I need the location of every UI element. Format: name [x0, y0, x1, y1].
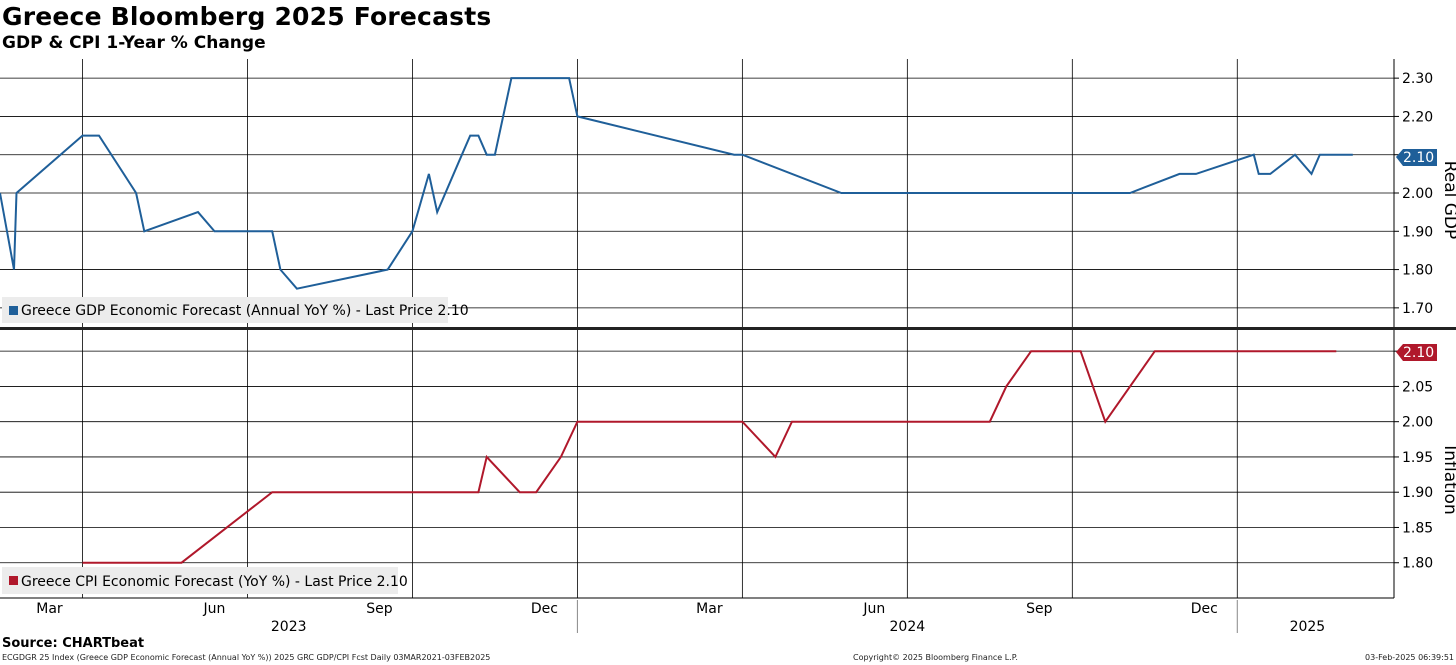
cpi-line: [82, 350, 1337, 564]
cpi-ytick-label: 1.90: [1402, 485, 1433, 501]
cpi-ytick-label: 1.85: [1402, 520, 1433, 536]
gdp-series: [0, 77, 1353, 290]
month-label: Mar: [36, 601, 63, 617]
cpi-series: [82, 350, 1337, 564]
cpi-ytick-label: 2.00: [1402, 415, 1433, 431]
month-label: Dec: [531, 601, 558, 617]
gdp-ytick-label: 1.80: [1402, 263, 1433, 279]
gdp-last-price: 2.10: [1403, 150, 1434, 166]
gdp-ytick-label: 2.00: [1402, 186, 1433, 202]
gdp-last-price-tag: 2.10: [1396, 149, 1437, 166]
gdp-ytick-label: 1.90: [1402, 224, 1433, 240]
chart-area: 1.70 1.80 1.90 2.00 2.10 2.20 2.30 1.80 1.85 1.9…: [0, 59, 1456, 635]
cpi-grid: 1.80 1.85 1.90 1.95 2.00 2.05 2.10: [0, 330, 1433, 598]
footer-timestamp: 03-Feb-2025 06:39:51: [1365, 653, 1454, 662]
cpi-legend-text: Greece CPI Economic Forecast (YoY %) - L…: [21, 574, 408, 590]
footer-copyright: Copyright© 2025 Bloomberg Finance L.P.: [853, 653, 1018, 662]
month-label: Sep: [1026, 601, 1053, 617]
gdp-legend-text: Greece GDP Economic Forecast (Annual YoY…: [21, 303, 469, 319]
gdp-ytick-label: 2.20: [1402, 109, 1433, 125]
month-label: Dec: [1191, 601, 1218, 617]
chart-subtitle: GDP & CPI 1-Year % Change: [2, 33, 266, 53]
source-note: Source: CHARTbeat: [2, 636, 145, 651]
footer-left: ECGDGR 25 Index (Greece GDP Economic For…: [2, 653, 491, 662]
cpi-last-price: 2.10: [1403, 345, 1434, 361]
year-label: 2023: [271, 619, 307, 635]
month-label: Sep: [366, 601, 393, 617]
year-label: 2025: [1290, 619, 1326, 635]
cpi-axis-title: Inflation: [1440, 445, 1456, 514]
cpi-ytick-label: 1.95: [1402, 450, 1433, 466]
gdp-line: [0, 77, 1353, 290]
gdp-legend: Greece GDP Economic Forecast (Annual YoY…: [2, 297, 469, 323]
month-label: Mar: [696, 601, 723, 617]
chart-title: Greece Bloomberg 2025 Forecasts: [2, 2, 492, 31]
month-label: Jun: [203, 601, 226, 617]
gdp-ytick-label: 2.30: [1402, 71, 1433, 87]
year-label: 2024: [890, 619, 926, 635]
cpi-last-price-tag: 2.10: [1396, 344, 1437, 361]
cpi-legend: Greece CPI Economic Forecast (YoY %) - L…: [2, 567, 408, 594]
gdp-axis-title: Real GDP: [1440, 161, 1456, 240]
cpi-ytick-label: 1.80: [1402, 556, 1433, 572]
cpi-ytick-label: 2.05: [1402, 379, 1433, 395]
axes: Mar Jun Sep Dec Mar Jun Sep Dec 2023 2024 2025: [0, 59, 1456, 635]
month-label: Jun: [862, 601, 885, 617]
gdp-ytick-label: 1.70: [1402, 301, 1433, 317]
gdp-grid: 1.70 1.80 1.90 2.00 2.10 2.20 2.30: [0, 59, 1433, 327]
